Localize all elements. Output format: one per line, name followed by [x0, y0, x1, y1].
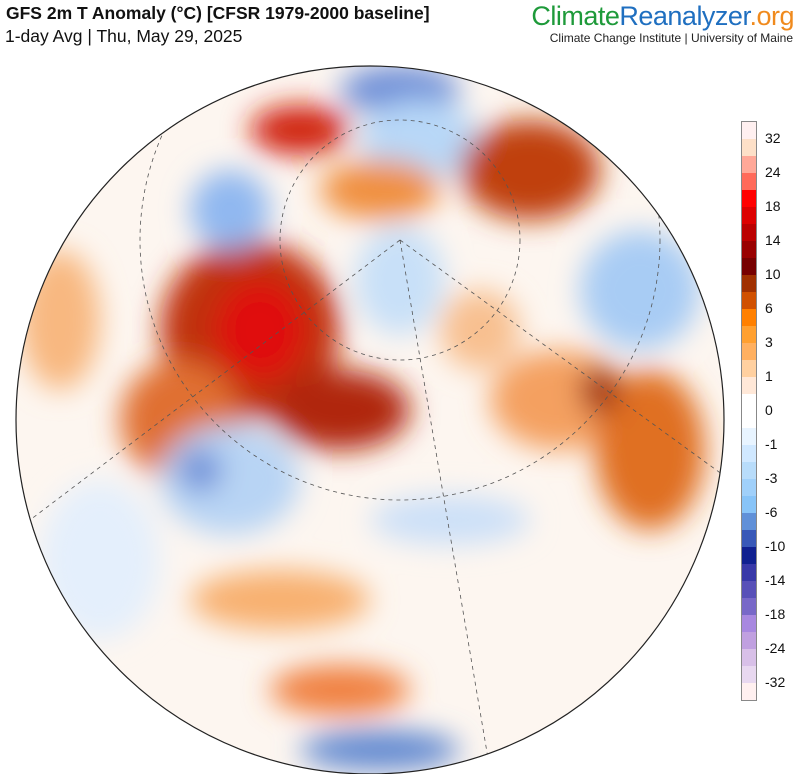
- colorbar-label: 32: [765, 130, 781, 146]
- colorbar-label: -32: [765, 674, 786, 690]
- colorbar-swatch: [742, 649, 756, 666]
- colorbar-swatch: [742, 258, 756, 275]
- colorbar-swatch: [742, 683, 756, 700]
- colorbar-swatch: [742, 632, 756, 649]
- colorbar-swatch: [742, 462, 756, 479]
- colorbar-swatch: [742, 292, 756, 309]
- colorbar-swatch: [742, 190, 756, 207]
- colorbar-label: -3: [765, 470, 778, 486]
- colorbar-label: 3: [765, 334, 773, 350]
- colorbar-label: -1: [765, 436, 778, 452]
- colorbar-label: 14: [765, 232, 781, 248]
- colorbar-swatch: [742, 598, 756, 615]
- colorbar-label: 18: [765, 198, 781, 214]
- colorbar-swatch: [742, 666, 756, 683]
- colorbar-swatch: [742, 241, 756, 258]
- brand-part2: Reanalyzer: [619, 1, 750, 31]
- colorbar-swatch: [742, 360, 756, 377]
- colorbar-label: 10: [765, 266, 781, 282]
- colorbar-label: 1: [765, 368, 773, 384]
- globe-outline: [15, 65, 725, 774]
- map-title: GFS 2m T Anomaly (°C) [CFSR 1979-2000 ba…: [6, 3, 430, 23]
- colorbar-swatch: [742, 343, 756, 360]
- colorbar-swatch: [742, 224, 756, 241]
- colorbar-swatch: [742, 207, 756, 224]
- colorbar-swatch: [742, 139, 756, 156]
- colorbar-swatch: [742, 275, 756, 292]
- anomaly-field: [16, 66, 724, 774]
- brand-part1: Climate: [531, 1, 620, 31]
- colorbar-swatch: [742, 173, 756, 190]
- colorbar-swatch: [742, 394, 756, 411]
- colorbar-swatch: [742, 496, 756, 513]
- colorbar-swatch: [742, 530, 756, 547]
- colorbar-label: 0: [765, 402, 773, 418]
- colorbar-swatch: [742, 309, 756, 326]
- colorbar-swatch: [742, 581, 756, 598]
- colorbar-label: 24: [765, 164, 781, 180]
- colorbar-swatch: [742, 445, 756, 462]
- colorbar-swatch: [742, 326, 756, 343]
- colorbar-swatch: [742, 479, 756, 496]
- colorbar-label: -24: [765, 640, 786, 656]
- graticule: [29, 66, 724, 771]
- colorbar-label: 6: [765, 300, 773, 316]
- institution-label: Climate Change Institute | University of…: [549, 31, 793, 45]
- colorbar-swatch: [742, 428, 756, 445]
- brand-part3: .org: [749, 1, 794, 31]
- colorbar-swatch: [742, 122, 756, 139]
- colorbar-swatch: [742, 564, 756, 581]
- colorbar-swatch: [742, 513, 756, 530]
- colorbar-label: -6: [765, 504, 778, 520]
- colorbar-swatch: [742, 377, 756, 394]
- colorbar-swatch: [742, 615, 756, 632]
- colorbar-label: -10: [765, 538, 786, 554]
- colorbar-swatch: [742, 156, 756, 173]
- map-subtitle: 1-day Avg | Thu, May 29, 2025: [5, 26, 243, 46]
- colorbar: [741, 121, 757, 701]
- colorbar-label: -14: [765, 572, 786, 588]
- colorbar-label: -18: [765, 606, 786, 622]
- brand-logo[interactable]: ClimateReanalyzer.org: [531, 1, 794, 32]
- colorbar-swatch: [742, 411, 756, 428]
- colorbar-swatch: [742, 547, 756, 564]
